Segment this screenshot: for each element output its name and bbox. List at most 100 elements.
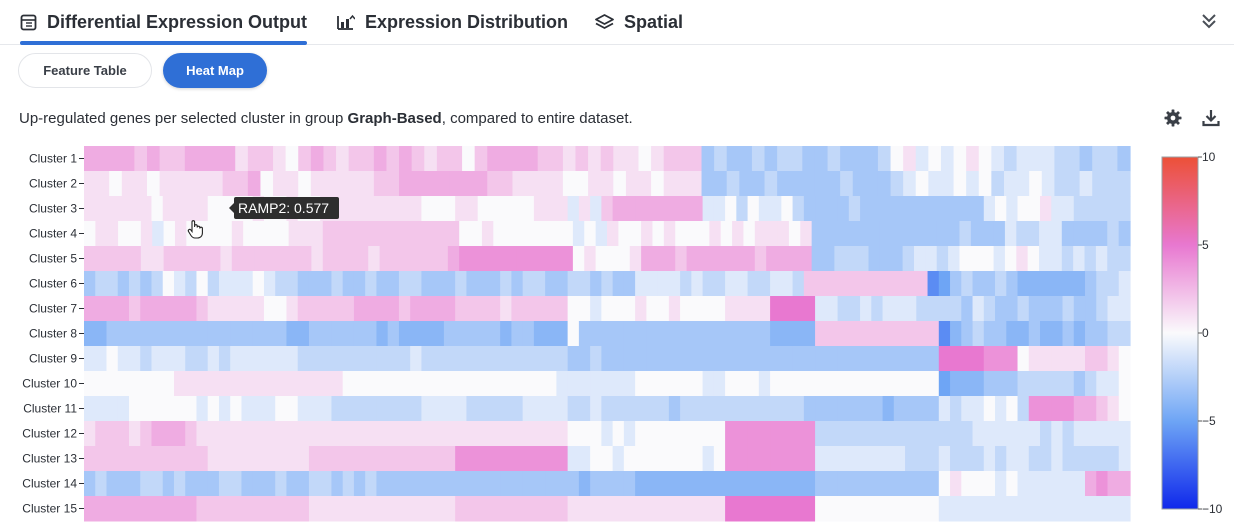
heatmap-cell[interactable] (736, 196, 749, 222)
heatmap-cell[interactable] (455, 321, 468, 347)
heatmap-cell[interactable] (1061, 221, 1074, 247)
heatmap-cell[interactable] (826, 296, 839, 322)
heatmap-cell[interactable] (623, 471, 636, 497)
heatmap-cell[interactable] (376, 321, 389, 347)
heatmap-cell[interactable] (1062, 421, 1075, 447)
heatmap-cell[interactable] (995, 421, 1007, 447)
heatmap-cell[interactable] (601, 371, 614, 397)
heatmap-cell[interactable] (826, 496, 839, 522)
heatmap-cell[interactable] (1028, 296, 1041, 322)
heatmap-cell[interactable] (398, 296, 411, 322)
heatmap-cell[interactable] (1051, 446, 1064, 472)
heatmap-cell[interactable] (263, 496, 276, 522)
heatmap-cell[interactable] (578, 396, 591, 422)
heatmap-cell[interactable] (657, 496, 670, 522)
heatmap-cell[interactable] (477, 271, 490, 297)
heatmap-cell[interactable] (545, 421, 557, 447)
heatmap-cell[interactable] (348, 146, 362, 172)
heatmap-cell[interactable] (1062, 371, 1075, 397)
heatmap-cell[interactable] (477, 346, 490, 372)
heatmap-cell[interactable] (117, 421, 130, 447)
heatmap-cell[interactable] (1006, 346, 1019, 372)
heatmap-cell[interactable] (709, 246, 722, 272)
heatmap-cell[interactable] (668, 346, 681, 372)
heatmap-cell[interactable] (736, 296, 749, 322)
heatmap-cell[interactable] (263, 321, 276, 347)
heatmap-cell[interactable] (595, 221, 608, 247)
heatmap-cell[interactable] (522, 346, 535, 372)
heatmap-cell[interactable] (365, 371, 378, 397)
heatmap-cell[interactable] (635, 446, 647, 472)
heatmap-cell[interactable] (95, 421, 108, 447)
heatmap-cell[interactable] (567, 271, 580, 297)
heatmap-cell[interactable] (972, 471, 985, 497)
heatmap-cell[interactable] (488, 321, 501, 347)
heatmap-cell[interactable] (641, 221, 654, 247)
heatmap-cell[interactable] (607, 221, 619, 247)
heatmap-cell[interactable] (230, 396, 243, 422)
heatmap-cell[interactable] (218, 371, 231, 397)
heatmap-cell[interactable] (916, 296, 929, 322)
heatmap-cell[interactable] (903, 171, 917, 197)
heatmap-cell[interactable] (477, 196, 490, 222)
heatmap-cell[interactable] (612, 471, 625, 497)
heatmap-cell[interactable] (983, 196, 996, 222)
heatmap-cell[interactable] (1073, 296, 1086, 322)
heatmap-cell[interactable] (128, 446, 141, 472)
heatmap-cell[interactable] (972, 496, 985, 522)
heatmap-cell[interactable] (788, 246, 801, 272)
heatmap-cell[interactable] (860, 421, 872, 447)
heatmap-cell[interactable] (959, 246, 972, 272)
heatmap-cell[interactable] (95, 196, 108, 222)
heatmap-cell[interactable] (218, 296, 231, 322)
heatmap-cell[interactable] (826, 346, 839, 372)
heatmap-cell[interactable] (815, 471, 827, 497)
heatmap-cell[interactable] (1017, 271, 1030, 297)
heatmap-cell[interactable] (487, 171, 501, 197)
heatmap-cell[interactable] (196, 196, 209, 222)
heatmap-cell[interactable] (95, 446, 108, 472)
heatmap-cell[interactable] (285, 171, 299, 197)
heatmap-cell[interactable] (128, 346, 141, 372)
heatmap-cell[interactable] (1051, 421, 1064, 447)
heatmap-cell[interactable] (688, 146, 703, 172)
heatmap-cell[interactable] (837, 321, 850, 347)
heatmap-cell[interactable] (803, 196, 816, 222)
heatmap-cell[interactable] (459, 246, 472, 272)
heatmap-cell[interactable] (848, 196, 861, 222)
heatmap-cell[interactable] (275, 321, 288, 347)
heatmap-cell[interactable] (1118, 296, 1131, 322)
heatmap-cell[interactable] (421, 396, 434, 422)
heatmap-cell[interactable] (893, 196, 906, 222)
heatmap-cell[interactable] (162, 471, 175, 497)
heatmap-cell[interactable] (1085, 446, 1097, 472)
heatmap-cell[interactable] (230, 421, 243, 447)
heatmap-cell[interactable] (443, 446, 456, 472)
heatmap-cell[interactable] (792, 471, 805, 497)
heatmap-cell[interactable] (522, 496, 535, 522)
heatmap-cell[interactable] (466, 496, 479, 522)
heatmap-cell[interactable] (623, 421, 636, 447)
heatmap-cell[interactable] (432, 471, 445, 497)
heatmap-cell[interactable] (336, 171, 350, 197)
heatmap-cell[interactable] (376, 496, 389, 522)
heatmap-cell[interactable] (860, 196, 872, 222)
heatmap-cell[interactable] (702, 496, 715, 522)
heatmap-cell[interactable] (275, 496, 288, 522)
heatmap-cell[interactable] (927, 496, 940, 522)
heatmap-cell[interactable] (109, 171, 123, 197)
heatmap-cell[interactable] (398, 396, 411, 422)
heatmap-cell[interactable] (803, 321, 816, 347)
heatmap-cell[interactable] (826, 371, 839, 397)
heatmap-cell[interactable] (905, 196, 917, 222)
heatmap-cell[interactable] (961, 371, 974, 397)
heatmap-cell[interactable] (230, 496, 243, 522)
heatmap-cell[interactable] (218, 446, 231, 472)
heatmap-cell[interactable] (691, 296, 704, 322)
heatmap-cell[interactable] (726, 171, 740, 197)
heatmap-cell[interactable] (788, 221, 801, 247)
heatmap-cell[interactable] (826, 471, 839, 497)
heatmap-cell[interactable] (758, 296, 771, 322)
heatmap-cell[interactable] (345, 246, 358, 272)
heatmap-cell[interactable] (882, 196, 895, 222)
